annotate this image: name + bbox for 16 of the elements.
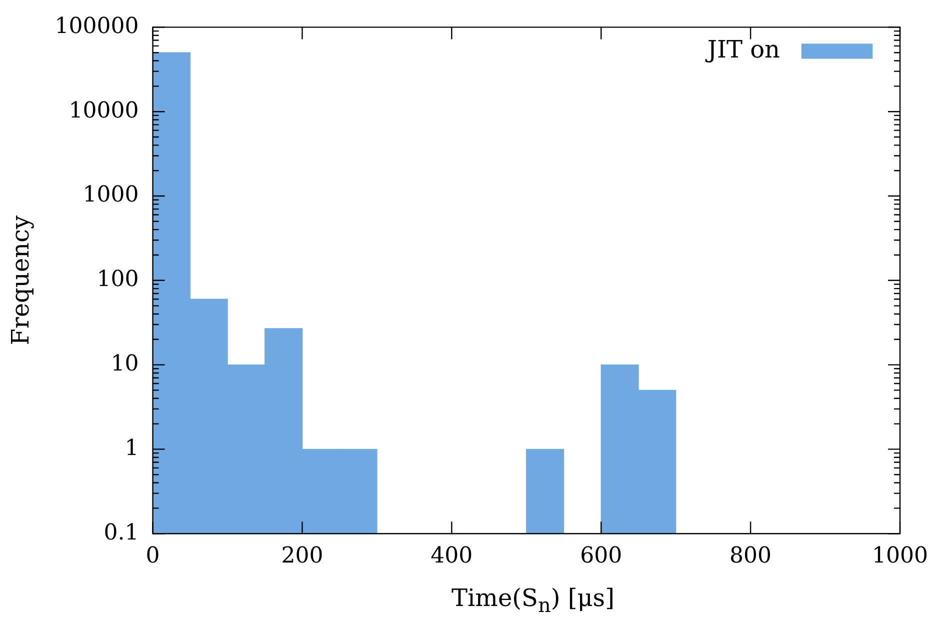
y-tick-label: 0.1 [104, 520, 139, 546]
y-tick-label: 100000 [54, 14, 139, 39]
x-tick-label: 800 [730, 544, 772, 569]
legend-label: JIT on [704, 35, 780, 64]
y-axis-title: Frequency [6, 215, 35, 346]
y-tick-label: 1000 [82, 182, 139, 208]
y-tick-label: 10 [110, 352, 139, 377]
x-tick-label: 0 [146, 544, 160, 569]
x-tick-label: 200 [281, 544, 324, 569]
x-tick-label: 600 [580, 544, 622, 569]
y-tick-label: 100 [96, 267, 139, 292]
x-tick-label: 1000 [872, 544, 928, 569]
y-tick-label: 10000 [68, 98, 139, 124]
y-tick-label: 1 [124, 436, 139, 461]
x-tick-label: 400 [430, 544, 473, 569]
x-axis-title: Time(S$_{n}$) [μs] [450, 584, 616, 617]
